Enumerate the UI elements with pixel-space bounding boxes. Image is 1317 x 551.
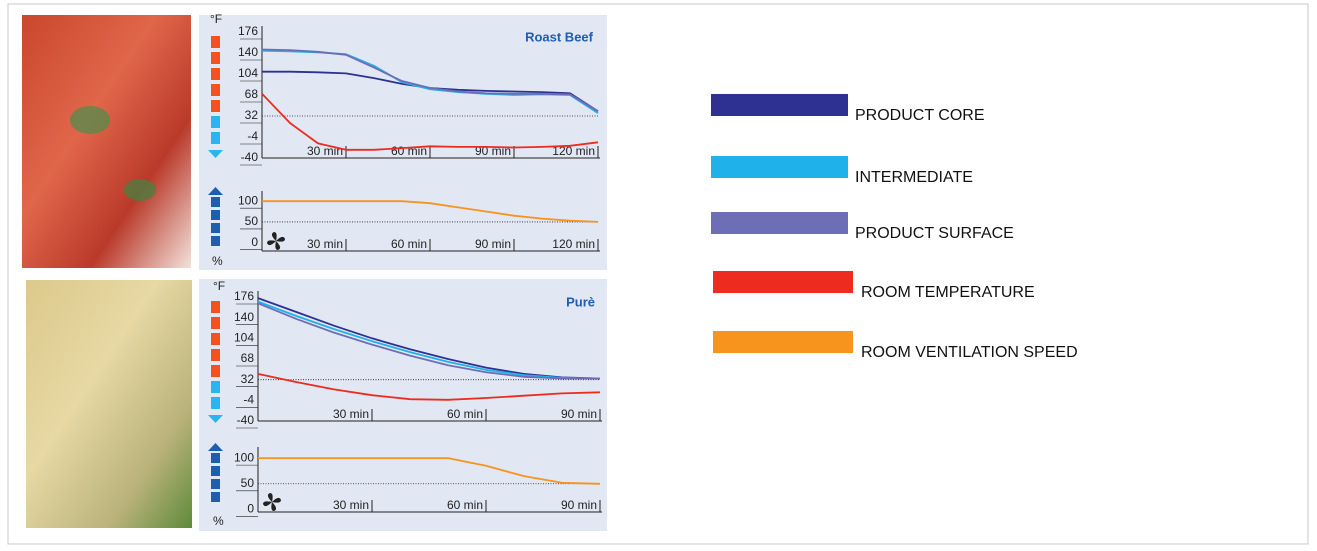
- indicator-block: [211, 132, 220, 144]
- y-tick-label: -40: [237, 413, 255, 427]
- legend-swatch: [711, 156, 848, 178]
- indicator-block: [211, 317, 220, 329]
- y-tick-label: -40: [241, 150, 259, 164]
- chart-title: Roast Beef: [525, 29, 594, 44]
- panel-pure: [199, 279, 607, 531]
- x-tick-label: 30 min: [307, 144, 343, 158]
- y-unit: %: [213, 514, 224, 528]
- x-tick-label: 120 min: [552, 144, 595, 158]
- series-line: [261, 93, 599, 151]
- photo-pure: [26, 280, 192, 528]
- y-tick-label: 32: [241, 372, 255, 386]
- y-tick-label: 0: [251, 235, 258, 249]
- y-unit: °F: [213, 279, 225, 293]
- frame: [7, 3, 1309, 545]
- x-tick-label: 30 min: [307, 237, 343, 251]
- indicator-block: [211, 84, 220, 96]
- legend-label: INTERMEDIATE: [855, 169, 973, 186]
- y-tick-label: 140: [238, 45, 258, 59]
- indicator-block: [211, 381, 220, 393]
- x-tick-label: 90 min: [561, 498, 597, 512]
- y-tick-label: 0: [247, 502, 254, 516]
- photo-roast-beef: [22, 15, 191, 268]
- indicator-block: [211, 223, 220, 233]
- y-tick-label: 104: [238, 66, 258, 80]
- y-tick-label: 68: [245, 87, 259, 101]
- panel-roast-beef: [199, 15, 607, 270]
- y-tick-label: 104: [234, 331, 254, 345]
- fan-icon: [267, 232, 285, 250]
- indicator-block: [211, 197, 220, 207]
- y-tick-label: 50: [245, 214, 259, 228]
- indicator-block: [211, 333, 220, 345]
- indicator-block: [211, 301, 220, 313]
- indicator-block: [211, 236, 220, 246]
- indicator-block: [211, 365, 220, 377]
- x-tick-label: 90 min: [475, 237, 511, 251]
- indicator-block: [211, 466, 220, 476]
- indicator-arrow: [208, 443, 223, 451]
- indicator-block: [211, 479, 220, 489]
- indicator-block: [211, 453, 220, 463]
- x-tick-label: 60 min: [447, 498, 483, 512]
- y-tick-label: -4: [247, 129, 258, 143]
- chart-title: Purè: [566, 294, 595, 309]
- indicator-block: [211, 210, 220, 220]
- y-tick-label: 176: [238, 24, 258, 38]
- x-tick-label: 30 min: [333, 407, 369, 421]
- y-unit: %: [212, 254, 223, 268]
- x-tick-label: 90 min: [561, 407, 597, 421]
- fan-icon: [263, 493, 281, 511]
- indicator-block: [211, 100, 220, 112]
- x-tick-label: 60 min: [391, 237, 427, 251]
- x-tick-label: 60 min: [447, 407, 483, 421]
- y-tick-label: 100: [234, 450, 254, 464]
- indicator-arrow: [208, 415, 223, 423]
- indicator-block: [211, 116, 220, 128]
- series-line: [257, 302, 600, 380]
- x-tick-label: 120 min: [552, 237, 595, 251]
- photo-detail: [70, 106, 110, 134]
- indicator-arrow: [208, 150, 223, 158]
- legend-label: ROOM VENTILATION SPEED: [861, 344, 1078, 361]
- y-tick-label: 50: [241, 476, 255, 490]
- y-tick-label: 140: [234, 310, 254, 324]
- y-unit: °F: [210, 12, 222, 26]
- series-line: [262, 200, 599, 223]
- y-tick-label: -4: [243, 393, 254, 407]
- legend-label: PRODUCT CORE: [855, 107, 985, 124]
- indicator-block: [211, 349, 220, 361]
- legend-swatch: [711, 212, 848, 234]
- series-line: [258, 457, 601, 485]
- series-line: [261, 48, 599, 113]
- legend-swatch: [713, 271, 853, 293]
- x-tick-label: 30 min: [333, 498, 369, 512]
- legend-label: ROOM TEMPERATURE: [861, 284, 1035, 301]
- indicator-block: [211, 36, 220, 48]
- indicator-block: [211, 68, 220, 80]
- y-tick-label: 68: [241, 351, 255, 365]
- indicator-arrow: [208, 187, 223, 195]
- y-tick-label: 176: [234, 289, 254, 303]
- y-tick-label: 100: [238, 193, 258, 207]
- legend-swatch: [711, 94, 848, 116]
- photo-detail: [124, 179, 156, 201]
- legend-label: PRODUCT SURFACE: [855, 225, 1014, 242]
- series-line: [257, 373, 601, 401]
- legend-swatch: [713, 331, 853, 353]
- series-line: [257, 300, 601, 380]
- y-tick-label: 32: [245, 108, 259, 122]
- indicator-block: [211, 52, 220, 64]
- indicator-block: [211, 397, 220, 409]
- indicator-block: [211, 492, 220, 502]
